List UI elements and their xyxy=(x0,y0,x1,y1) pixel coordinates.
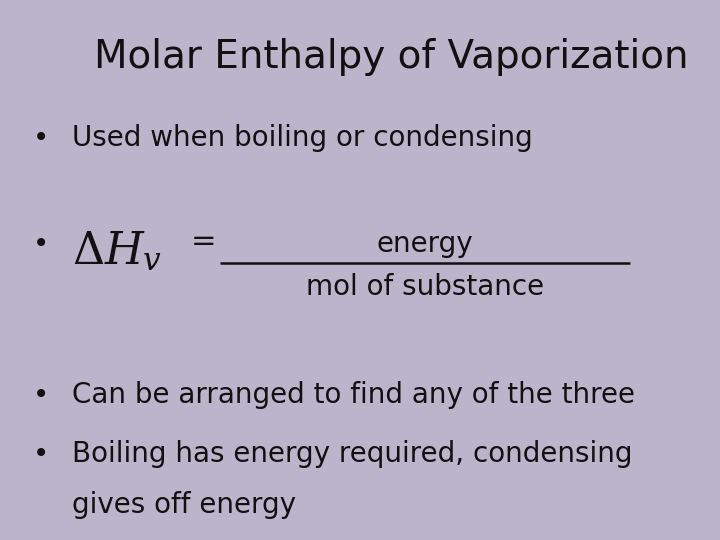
Text: Can be arranged to find any of the three: Can be arranged to find any of the three xyxy=(72,381,635,409)
Text: mol of substance: mol of substance xyxy=(306,273,544,301)
Text: •: • xyxy=(32,381,49,409)
Text: •: • xyxy=(32,440,49,468)
Text: Molar Enthalpy of Vaporization: Molar Enthalpy of Vaporization xyxy=(94,38,688,76)
Text: $\Delta H_v$: $\Delta H_v$ xyxy=(72,230,162,273)
Text: •: • xyxy=(32,230,49,258)
Text: •: • xyxy=(32,124,49,152)
Text: energy: energy xyxy=(377,230,473,258)
Text: =: = xyxy=(191,227,217,256)
Text: Boiling has energy required, condensing: Boiling has energy required, condensing xyxy=(72,440,632,468)
Text: gives off energy: gives off energy xyxy=(72,491,296,519)
Text: Used when boiling or condensing: Used when boiling or condensing xyxy=(72,124,533,152)
